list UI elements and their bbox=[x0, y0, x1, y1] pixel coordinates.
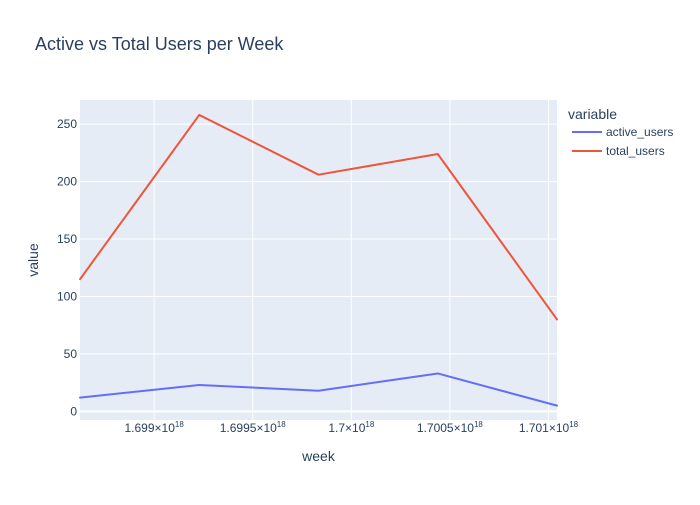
x-tick-mantissa: 1.7005 bbox=[417, 421, 454, 435]
x-tick-exponent: 18 bbox=[569, 420, 578, 429]
series-line-total-users[interactable] bbox=[79, 113, 558, 321]
x-tick-exponent: 18 bbox=[277, 420, 286, 429]
legend-label: total_users bbox=[606, 144, 665, 158]
y-axis-ticks: 0 50 100 150 200 250 bbox=[57, 117, 77, 418]
x-tick-label: 1.7005×1018 bbox=[417, 420, 484, 435]
legend-items[interactable]: active_users total_users bbox=[572, 125, 673, 158]
y-tick-label: 250 bbox=[57, 117, 77, 131]
x-axis-ticks: 1.699×1018 1.6995×1018 1.7×1018 1.7005×1018… bbox=[124, 420, 578, 435]
y-tick-label: 50 bbox=[64, 347, 78, 361]
series-line-active-users[interactable] bbox=[79, 372, 558, 407]
legend[interactable]: variable active_users total_users bbox=[568, 106, 673, 158]
x-tick-times: ×10 bbox=[454, 421, 475, 435]
y-tick-label: 200 bbox=[57, 175, 77, 189]
x-tick-mantissa: 1.7 bbox=[328, 421, 345, 435]
legend-title: variable bbox=[568, 106, 617, 122]
y-tick-label: 100 bbox=[57, 289, 77, 303]
x-axis-title: week bbox=[301, 448, 336, 464]
x-tick-label: 1.699×1018 bbox=[124, 420, 184, 435]
x-tick-exponent: 18 bbox=[175, 420, 184, 429]
x-tick-exponent: 18 bbox=[474, 420, 483, 429]
x-tick-times: ×10 bbox=[155, 421, 176, 435]
x-tick-exponent: 18 bbox=[365, 420, 374, 429]
x-tick-label: 1.6995×1018 bbox=[220, 420, 287, 435]
x-tick-times: ×10 bbox=[256, 421, 277, 435]
x-tick-label: 1.7×1018 bbox=[328, 420, 374, 435]
y-axis-title: value bbox=[25, 243, 41, 277]
series-lines bbox=[79, 113, 558, 407]
y-tick-label: 150 bbox=[57, 232, 77, 246]
x-tick-mantissa: 1.6995 bbox=[220, 421, 257, 435]
x-tick-mantissa: 1.701 bbox=[519, 421, 549, 435]
chart-title: Active vs Total Users per Week bbox=[35, 34, 284, 54]
legend-label: active_users bbox=[606, 125, 673, 139]
grid-lines bbox=[80, 100, 557, 420]
legend-item-total-users[interactable]: total_users bbox=[572, 144, 665, 158]
x-tick-times: ×10 bbox=[549, 421, 570, 435]
y-tick-label: 0 bbox=[70, 404, 77, 418]
legend-item-active-users[interactable]: active_users bbox=[572, 125, 673, 139]
x-tick-label: 1.701×1018 bbox=[519, 420, 579, 435]
x-tick-mantissa: 1.699 bbox=[124, 421, 154, 435]
plot-background bbox=[80, 100, 557, 420]
x-tick-times: ×10 bbox=[345, 421, 366, 435]
